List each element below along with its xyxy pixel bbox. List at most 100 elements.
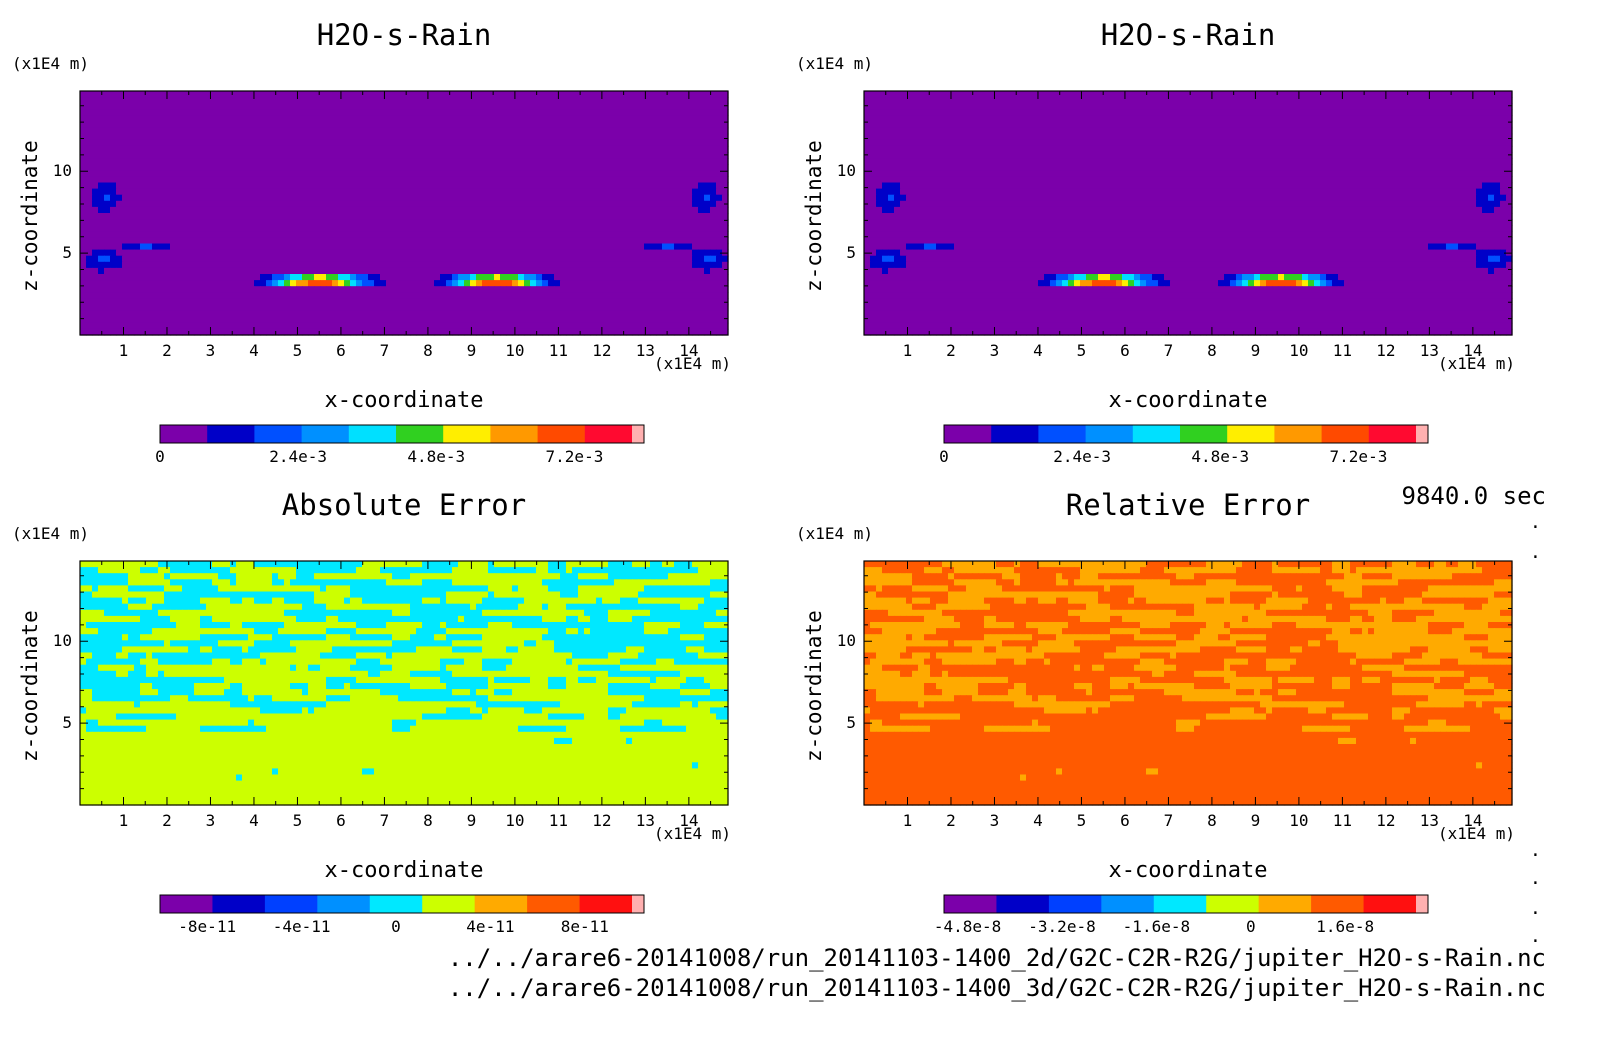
heatmap-cell (272, 139, 279, 147)
heatmap-cell (476, 152, 483, 159)
heatmap-cell (146, 310, 153, 318)
heatmap-cell (266, 176, 273, 184)
heatmap-cell (464, 231, 471, 238)
heatmap-cell (368, 286, 375, 293)
heatmap-cell (500, 286, 507, 293)
heatmap-cell (512, 255, 519, 263)
heatmap-cell (704, 213, 711, 220)
heatmap-cell (452, 213, 459, 220)
heatmap-cell (296, 188, 303, 196)
heatmap-cell (1104, 103, 1111, 110)
heatmap-cell (1140, 97, 1147, 104)
heatmap-cell (182, 280, 189, 287)
heatmap-cell (170, 225, 177, 232)
heatmap-cell (458, 91, 465, 98)
heatmap-cell (608, 225, 615, 232)
heatmap-cell (260, 225, 267, 232)
heatmap-cell (86, 139, 93, 147)
heatmap-cell (882, 109, 889, 116)
heatmap-cell (434, 133, 441, 141)
heatmap-cell (224, 188, 231, 196)
heatmap-cell (398, 261, 405, 269)
heatmap-cell (320, 255, 327, 263)
heatmap-cell (410, 237, 417, 245)
heatmap-cell (716, 188, 723, 196)
heatmap-cell (332, 231, 339, 238)
heatmap-cell (1224, 97, 1231, 104)
heatmap-cell (530, 322, 537, 330)
heatmap-cell (638, 176, 645, 184)
heatmap-cell (716, 206, 723, 214)
colorbar-swatch (632, 425, 645, 443)
heatmap-cell (98, 115, 105, 123)
heatmap-cell (668, 127, 675, 135)
heatmap-cell (620, 292, 627, 299)
heatmap-cell (404, 255, 411, 263)
heatmap-cell (1266, 103, 1273, 110)
heatmap-cell (428, 103, 435, 110)
heatmap-cell (236, 322, 243, 330)
heatmap-cell (398, 249, 405, 257)
heatmap-cell (140, 91, 147, 98)
heatmap-cell (146, 328, 153, 336)
heatmap-cell (632, 225, 639, 232)
heatmap-cell (608, 304, 615, 312)
heatmap-cell (308, 115, 315, 123)
heatmap-cell (476, 316, 483, 324)
heatmap-cell (668, 176, 675, 184)
heatmap-cell (272, 152, 279, 159)
heatmap-cell (602, 97, 609, 104)
heatmap-cell (362, 219, 369, 226)
heatmap-cell (338, 158, 345, 165)
heatmap-cell (452, 274, 459, 281)
heatmap-cell (410, 298, 417, 306)
heatmap-cell (638, 170, 645, 177)
heatmap-cell (302, 133, 309, 141)
heatmap-cell (194, 182, 201, 190)
heatmap-cell (332, 298, 339, 306)
heatmap-cell (500, 127, 507, 135)
heatmap-cell (500, 176, 507, 184)
heatmap-cell (386, 115, 393, 123)
heatmap-cell (1338, 91, 1345, 98)
heatmap-cell (458, 280, 465, 287)
heatmap-cell (1422, 109, 1429, 116)
heatmap-cell (530, 249, 537, 257)
heatmap-cell (662, 292, 669, 299)
heatmap-cell (290, 182, 297, 190)
heatmap-cell (614, 231, 621, 238)
heatmap-cell (194, 170, 201, 177)
heatmap-cell (362, 316, 369, 324)
heatmap-cell (614, 170, 621, 177)
heatmap-cell (476, 322, 483, 330)
heatmap-cell (362, 158, 369, 165)
heatmap-cell (290, 316, 297, 324)
heatmap-cell (140, 176, 147, 184)
heatmap-cell (158, 145, 165, 153)
heatmap-cell (122, 158, 129, 165)
heatmap-cell (326, 237, 333, 245)
heatmap-cell (650, 103, 657, 110)
heatmap-cell (170, 145, 177, 153)
heatmap-cell (1398, 103, 1405, 110)
heatmap-cell (542, 133, 549, 141)
heatmap-cell (614, 164, 621, 171)
heatmap-cell (446, 139, 453, 147)
heatmap-cell (680, 115, 687, 123)
colorbar-swatch (584, 425, 633, 443)
heatmap-cell (362, 328, 369, 336)
heatmap-cell (620, 322, 627, 330)
heatmap-cell (476, 91, 483, 98)
heatmap-cell (602, 237, 609, 245)
heatmap-cell (554, 176, 561, 184)
heatmap-cell (434, 255, 441, 263)
heatmap-cell (572, 255, 579, 263)
heatmap-cell (572, 219, 579, 226)
heatmap-cell (296, 103, 303, 110)
heatmap-cell (566, 176, 573, 184)
heatmap-cell (404, 133, 411, 141)
heatmap-cell (266, 127, 273, 135)
heatmap-cell (710, 328, 717, 336)
heatmap-cell (86, 243, 93, 251)
heatmap-cell (620, 231, 627, 238)
